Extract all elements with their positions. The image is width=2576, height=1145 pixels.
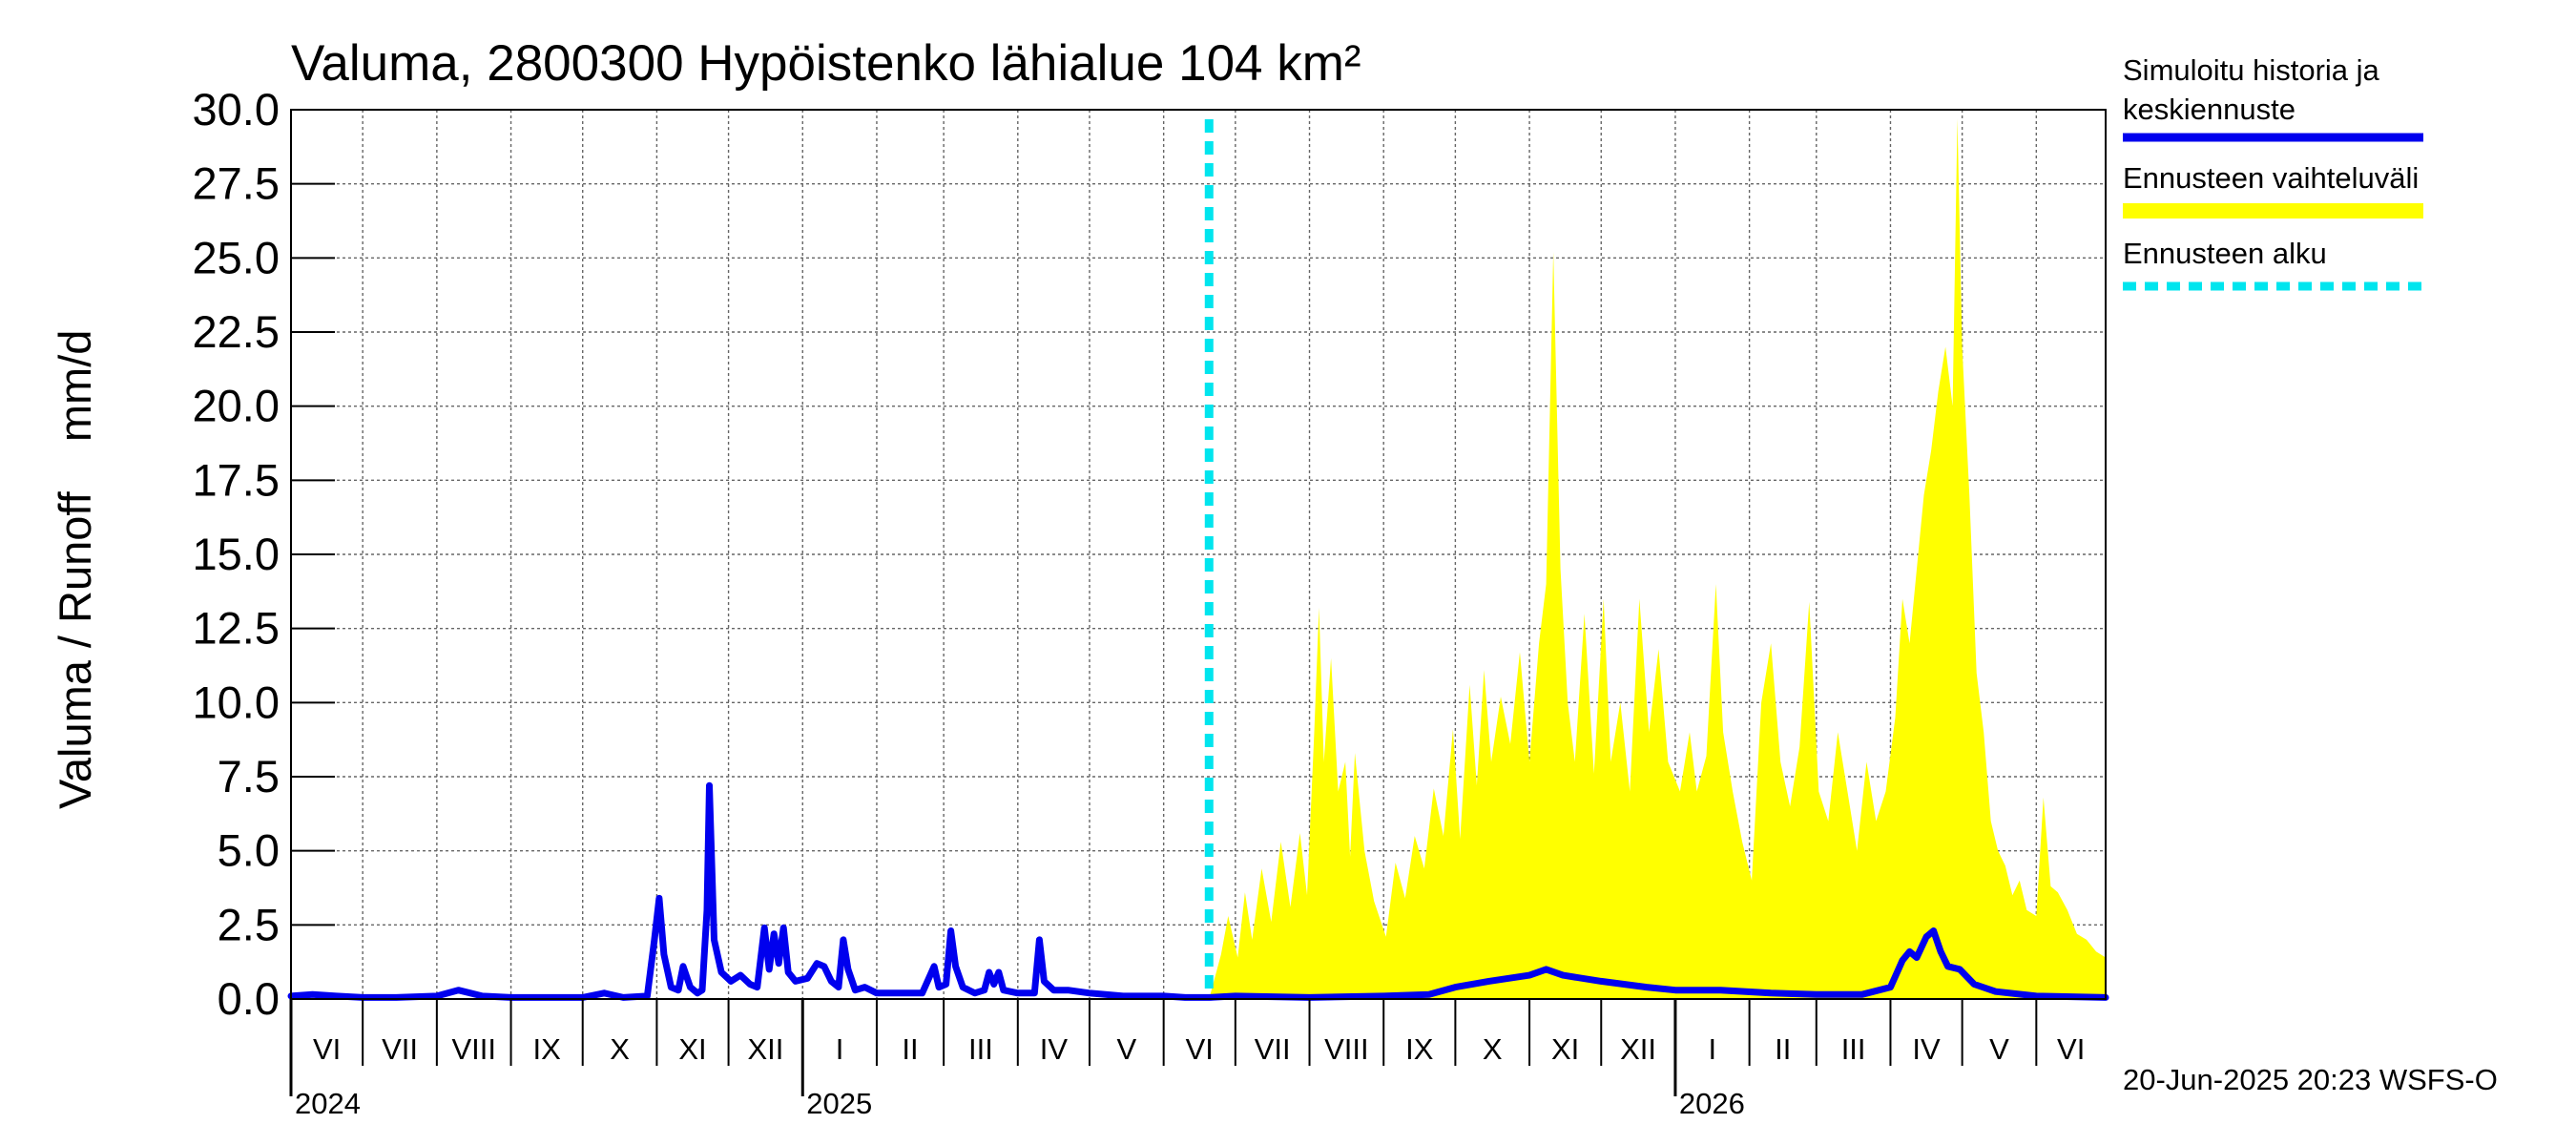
axes: 0.0 2.5 5.0 7.5 10.0 12.5 15.0 17.5 20.0 22.5 25.0… (193, 84, 2107, 1120)
y-tick-label: 20.0 (193, 381, 280, 431)
month-label: IV (1912, 1032, 1941, 1066)
chart-title: Valuma, 2800300 Hypöistenko lähialue 104… (291, 35, 1361, 92)
month-label: III (1841, 1032, 1866, 1066)
month-label: IX (532, 1032, 561, 1066)
month-label: XII (747, 1032, 783, 1066)
y-tick-label: 22.5 (193, 306, 280, 357)
month-label: VIII (451, 1032, 496, 1066)
legend-label: keskiennuste (2123, 93, 2296, 126)
month-label: I (836, 1032, 844, 1066)
simulated-runoff-line (287, 781, 2109, 1001)
legend: Simuloitu historia ja keskiennuste Ennuste… (2123, 53, 2423, 291)
month-label: III (968, 1032, 993, 1066)
month-label: XI (678, 1032, 706, 1066)
forecast-range-area (1209, 118, 2106, 1000)
month-label: VII (1255, 1032, 1291, 1066)
month-label: XII (1620, 1032, 1656, 1066)
month-label: V (1116, 1032, 1136, 1066)
y-tick-label: 2.5 (218, 899, 280, 949)
y-tick-label: 27.5 (193, 158, 280, 209)
month-label: II (1775, 1032, 1791, 1066)
year-label: 2026 (1679, 1087, 1745, 1120)
month-label: IX (1405, 1032, 1434, 1066)
legend-label: Simuloitu historia ja (2123, 53, 2380, 87)
footer-timestamp: 20-Jun-2025 20:23 WSFS-O (2123, 1063, 2498, 1096)
month-label: X (610, 1032, 630, 1066)
legend-label: Ennusteen alku (2123, 237, 2327, 270)
month-label: VIII (1324, 1032, 1369, 1066)
month-label: VI (1186, 1032, 1214, 1066)
y-axis-label: Valuma / Runoff mm/d (50, 330, 100, 809)
month-label: I (1708, 1032, 1716, 1066)
y-tick-label: 10.0 (193, 677, 280, 727)
y-tick-label: 30.0 (193, 84, 280, 135)
y-tick-label: 5.0 (218, 825, 280, 876)
y-tick-label: 7.5 (218, 751, 280, 802)
month-label: X (1483, 1032, 1503, 1066)
month-label: XI (1551, 1032, 1579, 1066)
legend-label: Ennusteen vaihteluväli (2123, 161, 2419, 195)
month-label: II (902, 1032, 918, 1066)
y-tick-label: 0.0 (218, 973, 280, 1024)
month-label: V (1989, 1032, 2009, 1066)
month-label: VII (382, 1032, 418, 1066)
month-label: VI (313, 1032, 341, 1066)
month-label: VI (2057, 1032, 2085, 1066)
y-tick-label: 25.0 (193, 232, 280, 282)
month-label: IV (1040, 1032, 1069, 1066)
year-label: 2025 (806, 1087, 872, 1120)
y-tick-label: 17.5 (193, 454, 280, 505)
y-tick-label: 15.0 (193, 529, 280, 579)
year-label: 2024 (295, 1087, 361, 1120)
y-tick-label: 12.5 (193, 603, 280, 654)
series-layer (287, 118, 2109, 1001)
plot-frame (290, 109, 2107, 1000)
